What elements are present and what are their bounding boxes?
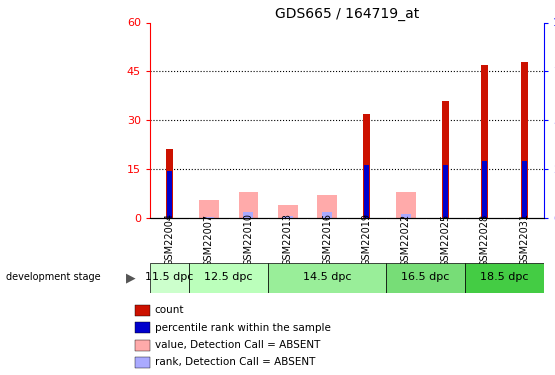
Bar xyxy=(465,262,544,292)
Text: development stage: development stage xyxy=(6,273,100,282)
Text: ▶: ▶ xyxy=(125,271,135,284)
Bar xyxy=(244,211,253,217)
Bar xyxy=(442,100,449,218)
Bar xyxy=(481,65,488,218)
Text: GSM22016: GSM22016 xyxy=(322,213,332,267)
Bar xyxy=(135,357,150,368)
Text: count: count xyxy=(154,305,184,315)
Text: GSM22013: GSM22013 xyxy=(282,213,293,267)
Text: 14.5 dpc: 14.5 dpc xyxy=(303,273,351,282)
Bar xyxy=(135,305,150,316)
Bar xyxy=(322,211,332,217)
Text: GSM22025: GSM22025 xyxy=(440,213,451,267)
Bar xyxy=(317,195,337,217)
Bar xyxy=(150,262,189,292)
Bar xyxy=(521,62,528,217)
Text: GSM22028: GSM22028 xyxy=(480,213,490,267)
Text: GSM22004: GSM22004 xyxy=(164,213,175,267)
Text: 12.5 dpc: 12.5 dpc xyxy=(204,273,253,282)
Text: 18.5 dpc: 18.5 dpc xyxy=(480,273,529,282)
Bar xyxy=(167,171,172,217)
Text: rank, Detection Call = ABSENT: rank, Detection Call = ABSENT xyxy=(154,357,315,368)
Bar xyxy=(239,192,258,217)
Bar xyxy=(189,262,268,292)
Text: GSM22019: GSM22019 xyxy=(361,213,372,267)
Bar xyxy=(135,322,150,333)
Text: 11.5 dpc: 11.5 dpc xyxy=(145,273,194,282)
Bar xyxy=(283,216,292,217)
Bar xyxy=(396,192,416,217)
Bar xyxy=(166,149,173,217)
Text: GSM22031: GSM22031 xyxy=(519,213,529,267)
Bar xyxy=(199,200,219,217)
Bar xyxy=(443,165,448,218)
Bar xyxy=(482,161,487,218)
Bar xyxy=(135,340,150,351)
Bar xyxy=(278,204,297,218)
Title: GDS665 / 164719_at: GDS665 / 164719_at xyxy=(275,8,419,21)
Bar xyxy=(386,262,465,292)
Text: GSM22007: GSM22007 xyxy=(204,213,214,267)
Text: GSM22022: GSM22022 xyxy=(401,213,411,267)
Text: value, Detection Call = ABSENT: value, Detection Call = ABSENT xyxy=(154,340,320,350)
Bar xyxy=(204,216,214,217)
Bar xyxy=(401,214,411,217)
Bar xyxy=(522,161,527,218)
Text: percentile rank within the sample: percentile rank within the sample xyxy=(154,323,330,333)
Bar xyxy=(364,165,369,218)
Bar xyxy=(268,262,386,292)
Text: GSM22010: GSM22010 xyxy=(243,213,254,267)
Text: 16.5 dpc: 16.5 dpc xyxy=(401,273,450,282)
Bar xyxy=(363,114,370,218)
